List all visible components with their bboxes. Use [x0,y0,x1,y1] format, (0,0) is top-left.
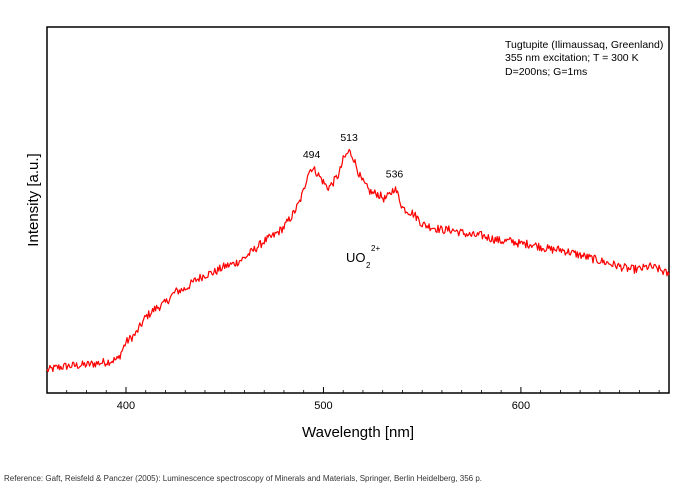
ion-label: UO 2 2+ [346,244,380,270]
peak-label: 536 [386,169,404,181]
x-axis-label: Wavelength [nm] [302,424,414,441]
x-tick-label: 500 [314,400,332,412]
peak-label: 494 [303,149,321,161]
ion-label-sub: 2 [366,261,371,270]
info-line-3: D=200ns; G=1ms [505,66,587,78]
peak-labels: 494 513 536 [303,132,404,181]
x-tick-label: 400 [117,400,135,412]
ion-label-sup: 2+ [371,244,380,253]
reference-citation: Reference: Gaft, Reisfeld & Panczer (200… [4,474,483,483]
spectrum-line [46,148,670,373]
info-line-2: 355 nm excitation; T = 300 K [505,52,639,64]
ion-label-base: UO [346,250,366,265]
peak-label: 513 [340,132,358,144]
spectrum-chart: 400 500 600 494 513 536 Wavelength [nm] Inte… [25,26,670,441]
info-line-1: Tugtupite (Ilimaussaq, Greenland) [505,39,663,51]
x-tick-label: 600 [512,400,530,412]
y-axis-label: Intensity [a.u.] [25,153,42,246]
plot-frame [46,26,670,394]
x-axis-ticks: 400 500 600 [46,387,660,412]
